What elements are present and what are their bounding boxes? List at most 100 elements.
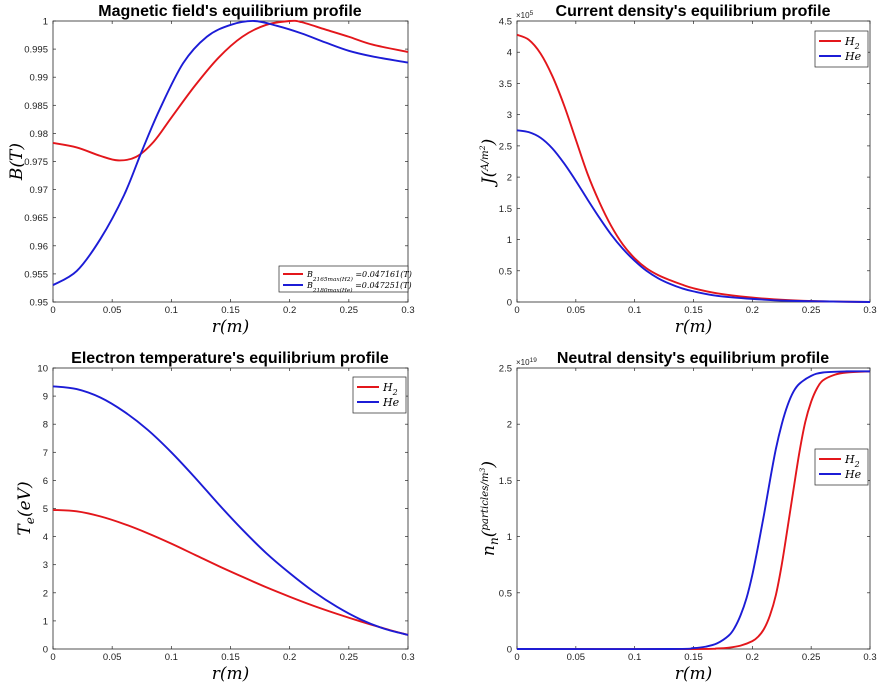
- y-axis-label: J(A/m2): [478, 139, 499, 187]
- x-tick-label: 0.05: [567, 652, 586, 663]
- chart-title: Neutral density's equilibrium profile: [557, 350, 829, 367]
- y-tick-label: 0.97: [30, 185, 49, 196]
- y-tick-label: 0.96: [30, 241, 49, 252]
- series-line-he: [516, 370, 871, 651]
- y-tick-label: 1.5: [499, 476, 512, 487]
- legend-entry: H2​: [844, 35, 860, 51]
- x-axis-label: r(m): [675, 664, 713, 684]
- chart-title: Magnetic field's equilibrium profile: [98, 3, 361, 20]
- x-tick-label: 0.2: [283, 305, 296, 316]
- y-tick-label: 2.5: [499, 141, 512, 152]
- y-tick-label: 3: [507, 110, 512, 121]
- legend-entry: He: [844, 468, 862, 481]
- legend: H2​He: [814, 30, 869, 68]
- x-tick-label: 0.2: [746, 305, 759, 316]
- y-tick-label: 0: [43, 645, 48, 656]
- x-tick-label: 0.15: [684, 652, 703, 663]
- x-tick-label: 0.3: [401, 652, 414, 663]
- y-tick-label: 7: [43, 448, 48, 459]
- y-tick-label: 2.5: [499, 364, 512, 375]
- series-line-he: [516, 129, 871, 303]
- y-tick-label: 9: [43, 392, 48, 403]
- x-tick-label: 0.15: [221, 305, 240, 316]
- y-tick-label: 2: [43, 588, 48, 599]
- y-tick-label: 6: [43, 476, 48, 487]
- y-tick-label: 1: [43, 616, 48, 627]
- legend-box: [814, 30, 869, 68]
- y-tick-label: 0.95: [30, 298, 49, 309]
- chart-panel-3: Electron temperature's equilibrium profi…: [15, 350, 415, 684]
- plot-frame: [52, 20, 409, 303]
- x-tick-label: 0: [514, 652, 519, 663]
- x-axis-label: r(m): [675, 317, 713, 337]
- y-tick-label: 4.5: [499, 17, 512, 28]
- series-line-h2: [516, 33, 871, 303]
- y-tick-label: 4: [507, 48, 512, 59]
- chart-panel-2: Current density's equilibrium profile 0 0.…: [478, 3, 877, 337]
- series-line-h2: [52, 508, 409, 636]
- y-tick-label: 0.5: [499, 588, 512, 599]
- x-tick-label: 0.1: [628, 652, 641, 663]
- legend-entry: He: [382, 396, 400, 409]
- y-tick-label: 10: [37, 364, 48, 375]
- x-tick-label: 0.25: [802, 652, 821, 663]
- legend-box: [352, 376, 407, 414]
- y-tick-label: 0.965: [24, 213, 48, 224]
- y-tick-label: 3: [43, 560, 48, 571]
- x-tick-label: 0.1: [165, 305, 178, 316]
- y-tick-label: 1.5: [499, 204, 512, 215]
- series-line-h2: [52, 19, 409, 162]
- y-tick-label: 0.995: [24, 45, 48, 56]
- x-tick-label: 0.3: [863, 305, 876, 316]
- y-tick-label: 2: [507, 420, 512, 431]
- legend: H2​He: [814, 448, 869, 486]
- chart-panel-1: Magnetic field's equilibrium profile 0 0.0…: [7, 3, 415, 337]
- x-tick-label: 0.1: [165, 652, 178, 663]
- y-tick-label: 0: [507, 298, 512, 309]
- x-tick-label: 0.2: [283, 652, 296, 663]
- series-line-he: [52, 20, 409, 286]
- x-tick-label: 0.05: [567, 305, 586, 316]
- x-tick-label: 0.05: [103, 652, 122, 663]
- x-tick-label: 0.2: [746, 652, 759, 663]
- x-tick-label: 0: [514, 305, 519, 316]
- x-axis-label: r(m): [212, 317, 250, 337]
- y-tick-label: 8: [43, 420, 48, 431]
- series-line-h2: [516, 370, 871, 650]
- x-tick-label: 0.05: [103, 305, 122, 316]
- y-tick-label: 0.99: [30, 73, 49, 84]
- y-tick-label: 0.955: [24, 269, 48, 280]
- chart-title: Electron temperature's equilibrium profi…: [71, 350, 389, 367]
- x-tick-label: 0.25: [802, 305, 821, 316]
- y-tick-label: 1: [507, 235, 512, 246]
- legend: B2165max(H2)​ =0.047161(T)B2180max(He)​ …: [278, 265, 412, 294]
- legend-box: [278, 265, 409, 293]
- y-tick-label: 4: [43, 532, 48, 543]
- x-tick-label: 0.25: [340, 652, 359, 663]
- x-tick-label: 0.1: [628, 305, 641, 316]
- x-tick-label: 0: [50, 652, 55, 663]
- legend-entry: H2​: [382, 381, 398, 397]
- chart-title: Current density's equilibrium profile: [556, 3, 831, 20]
- x-tick-label: 0: [50, 305, 55, 316]
- y-tick-label: 3.5: [499, 79, 512, 90]
- x-tick-label: 0.3: [863, 652, 876, 663]
- x-tick-label: 0.15: [221, 652, 240, 663]
- y-tick-label: 1: [43, 17, 48, 28]
- x-axis-label: r(m): [212, 664, 250, 684]
- y-axis-multiplier: ×105: [516, 10, 534, 20]
- x-tick-label: 0.3: [401, 305, 414, 316]
- y-tick-label: 5: [43, 504, 48, 515]
- x-tick-label: 0.15: [684, 305, 703, 316]
- legend-box: [814, 448, 869, 486]
- legend-entry: B2180max(He)​ =0.047251(T): [306, 281, 412, 294]
- y-tick-label: 0.5: [499, 266, 512, 277]
- legend-entry: He: [844, 50, 862, 63]
- x-tick-label: 0.25: [340, 305, 359, 316]
- series-line-he: [52, 385, 409, 636]
- chart-panel-4: Neutral density's equilibrium profile 0 0.…: [478, 350, 877, 684]
- y-tick-label: 1: [507, 532, 512, 543]
- legend-entry: H2​: [844, 453, 860, 469]
- legend: H2​He: [352, 376, 407, 414]
